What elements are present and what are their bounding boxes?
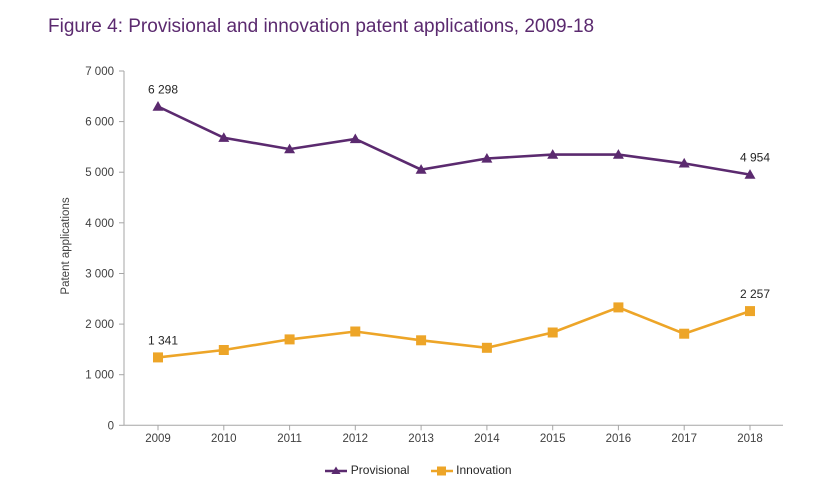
svg-text:1 000: 1 000 [85,370,114,382]
svg-text:7 000: 7 000 [85,66,114,78]
svg-text:2013: 2013 [408,433,434,445]
svg-text:2018: 2018 [737,433,763,445]
svg-text:5 000: 5 000 [85,167,114,179]
svg-text:0: 0 [108,420,114,432]
svg-text:4 954: 4 954 [740,151,770,165]
svg-text:3 000: 3 000 [85,269,114,281]
svg-text:2017: 2017 [671,433,697,445]
svg-text:2015: 2015 [540,433,566,445]
svg-text:1 341: 1 341 [148,333,178,347]
svg-text:2012: 2012 [343,433,369,445]
svg-text:2011: 2011 [277,433,302,445]
svg-text:2009: 2009 [145,433,171,445]
svg-text:2016: 2016 [606,433,632,445]
svg-text:2010: 2010 [211,433,237,445]
svg-text:2 257: 2 257 [740,287,770,301]
svg-text:6 000: 6 000 [85,117,114,129]
svg-text:4 000: 4 000 [85,218,114,230]
svg-text:2014: 2014 [474,433,500,445]
svg-text:6 298: 6 298 [148,83,178,97]
svg-text:2 000: 2 000 [85,319,114,331]
